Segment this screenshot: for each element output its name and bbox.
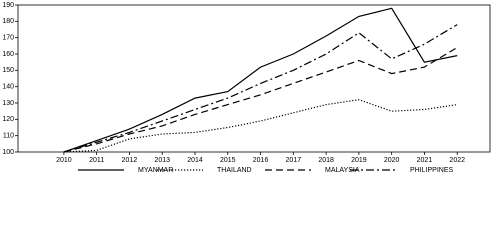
x-tick-label: 2017 bbox=[286, 157, 302, 164]
x-tick-label: 2012 bbox=[122, 157, 138, 164]
series-line bbox=[63, 99, 458, 153]
y-tick-label: 110 bbox=[3, 133, 14, 140]
y-tick-label: 180 bbox=[2, 18, 14, 25]
x-tick-label: 2015 bbox=[220, 157, 236, 164]
y-tick-label: 160 bbox=[2, 51, 14, 58]
x-tick-label: 2020 bbox=[384, 157, 400, 164]
legend-label: MALAYSIA bbox=[325, 167, 360, 174]
y-tick-label: 140 bbox=[2, 84, 14, 91]
y-tick-label: 150 bbox=[2, 67, 14, 74]
x-tick-label: 2013 bbox=[154, 157, 170, 164]
y-tick-label: 130 bbox=[2, 100, 14, 107]
plot-frame bbox=[17, 4, 491, 153]
x-tick-label: 2021 bbox=[417, 157, 433, 164]
x-tick-label: 2022 bbox=[449, 157, 465, 164]
x-tick-label: 2018 bbox=[318, 157, 334, 164]
x-tick-label: 2016 bbox=[253, 157, 269, 164]
series-line bbox=[63, 46, 458, 153]
chart: 100 110 120 130 140 150 160 170 180 190 2010 2011 20… bbox=[2, 2, 491, 174]
legend-label: MYANMAR bbox=[138, 167, 173, 174]
y-tick-label: 170 bbox=[2, 35, 14, 42]
x-tick-label: 2010 bbox=[56, 157, 72, 164]
series-line bbox=[63, 24, 458, 153]
y-tick-label: 190 bbox=[2, 2, 14, 9]
series-line bbox=[63, 7, 458, 153]
x-tick-label: 2011 bbox=[89, 157, 104, 164]
legend-label: THAILAND bbox=[217, 167, 252, 174]
y-tick-label: 100 bbox=[2, 149, 14, 156]
x-tick-label: 2019 bbox=[351, 157, 367, 164]
y-tick-label: 120 bbox=[2, 116, 14, 123]
x-tick-label: 2014 bbox=[187, 157, 203, 164]
legend-label: PHILIPPINES bbox=[410, 167, 454, 174]
